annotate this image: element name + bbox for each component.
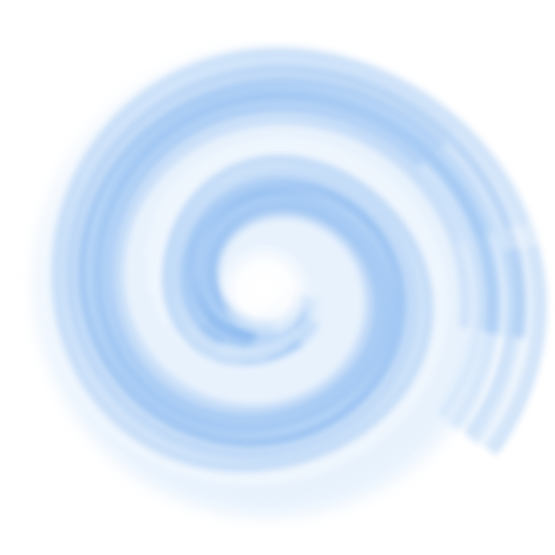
swirl-center-glow [217, 242, 313, 338]
